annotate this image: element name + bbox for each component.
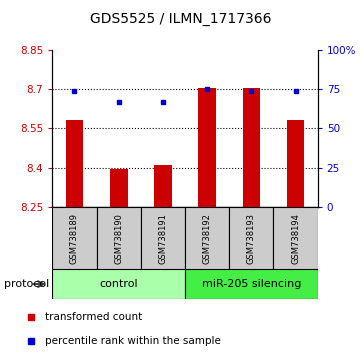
Bar <box>287 120 304 207</box>
Bar <box>229 207 274 269</box>
Bar <box>185 207 229 269</box>
Bar <box>97 207 141 269</box>
Text: GSM738190: GSM738190 <box>114 213 123 263</box>
Text: GSM738191: GSM738191 <box>158 213 168 263</box>
Bar <box>52 269 185 299</box>
Text: GSM738193: GSM738193 <box>247 212 256 264</box>
Bar <box>141 207 185 269</box>
Bar <box>198 88 216 207</box>
Text: protocol: protocol <box>4 279 49 289</box>
Text: GDS5525 / ILMN_1717366: GDS5525 / ILMN_1717366 <box>90 12 271 27</box>
Bar <box>185 269 318 299</box>
Bar <box>154 165 172 207</box>
Text: percentile rank within the sample: percentile rank within the sample <box>45 336 221 346</box>
Bar <box>110 169 127 207</box>
Text: GSM738194: GSM738194 <box>291 213 300 263</box>
Text: GSM738189: GSM738189 <box>70 212 79 264</box>
Bar <box>52 207 97 269</box>
Bar <box>66 120 83 207</box>
Bar <box>243 88 260 207</box>
Text: miR-205 silencing: miR-205 silencing <box>202 279 301 289</box>
Text: transformed count: transformed count <box>45 312 142 322</box>
Text: GSM738192: GSM738192 <box>203 213 212 263</box>
Text: control: control <box>99 279 138 289</box>
Bar <box>274 207 318 269</box>
